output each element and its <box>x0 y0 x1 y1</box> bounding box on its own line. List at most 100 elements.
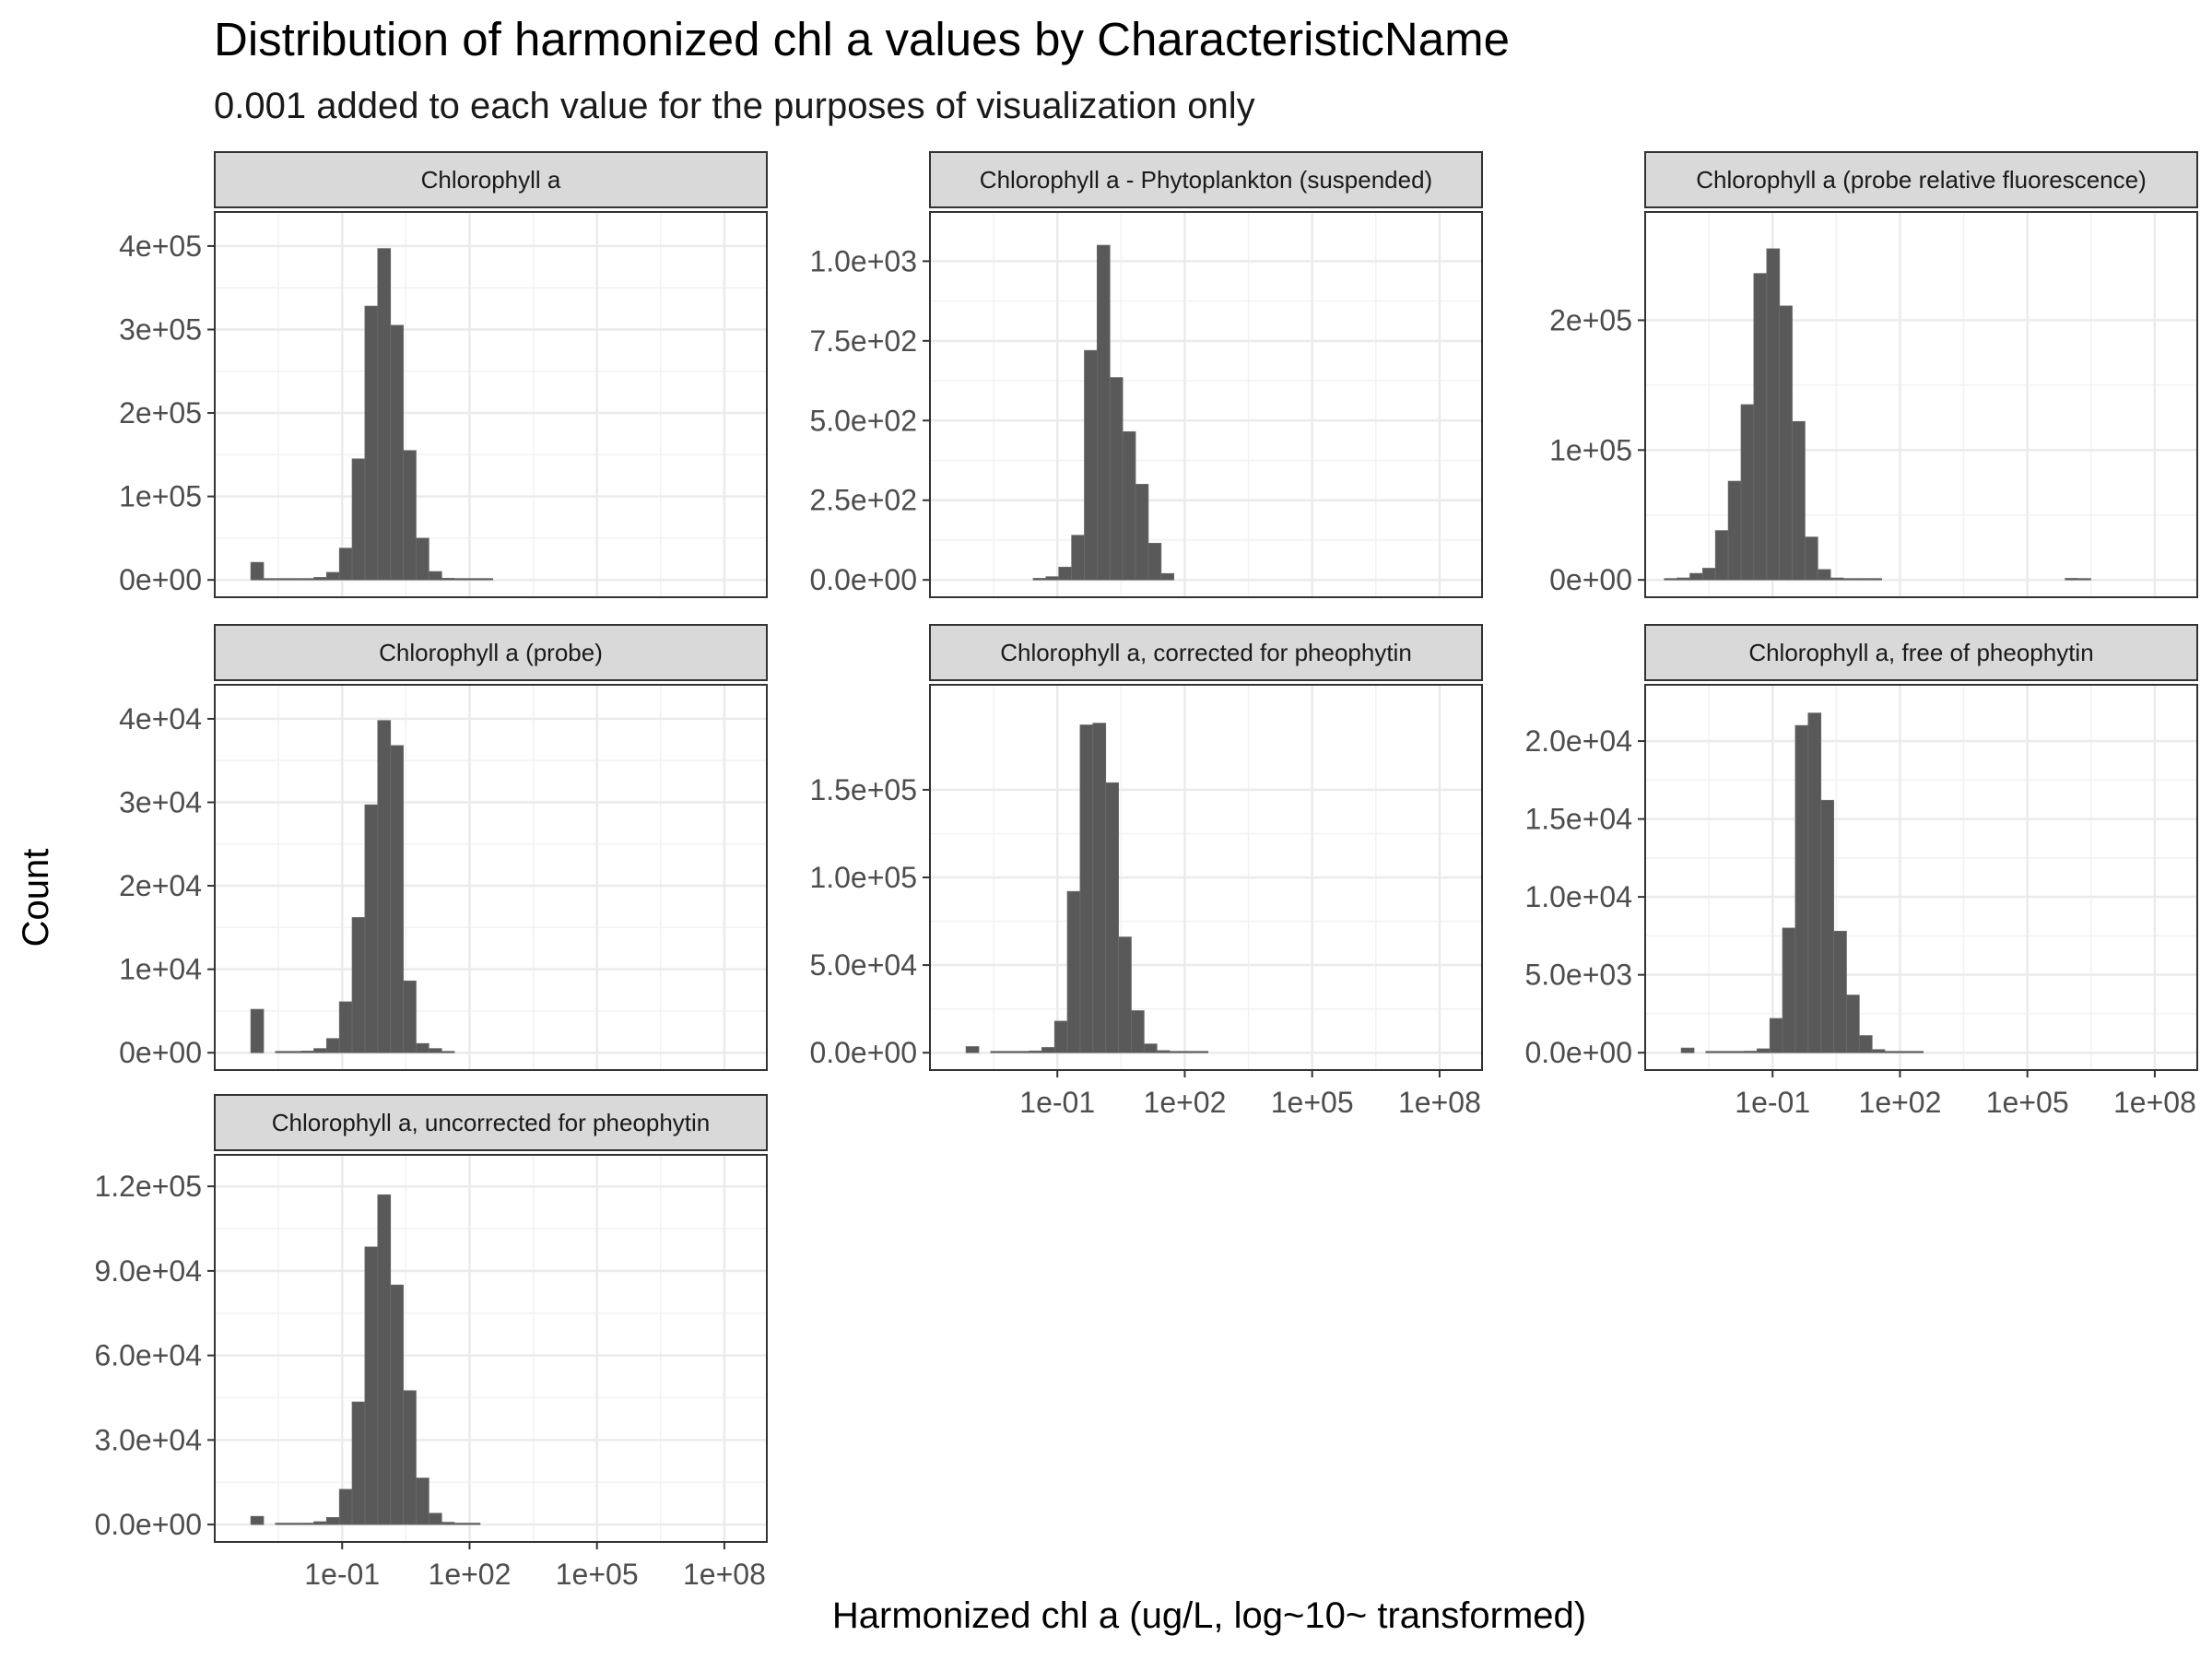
histogram-bar <box>1156 1050 1171 1053</box>
x-tick-label: 1e-01 <box>1019 1086 1095 1119</box>
histogram-bar <box>1084 349 1098 581</box>
y-tick-label: 0e+00 <box>119 563 202 596</box>
y-tick-label: 3e+05 <box>119 312 202 346</box>
histogram-bar <box>325 571 340 581</box>
histogram-bar <box>351 458 366 581</box>
y-tick-label: 9.0e+04 <box>94 1254 202 1288</box>
y-tick-label: 2e+05 <box>119 396 202 429</box>
histogram-bar <box>1718 1051 1732 1053</box>
histogram-bar <box>1071 535 1085 581</box>
histogram-bar <box>1756 1048 1771 1053</box>
y-tick-label: 0.0e+00 <box>94 1508 202 1541</box>
facet-strip-label: Chlorophyll a, free of pheophytin <box>1748 639 2093 666</box>
histogram-bar <box>1135 484 1149 581</box>
histogram-bar <box>990 1051 1005 1053</box>
histogram-bar <box>1769 1018 1783 1053</box>
facet-strip-label: Chlorophyll a (probe relative fluorescen… <box>1696 166 2146 194</box>
y-tick-label: 2.5e+02 <box>809 484 917 517</box>
histogram-bar <box>1858 1035 1873 1053</box>
histogram-bar <box>1779 305 1793 581</box>
histogram-bar <box>1868 578 1882 581</box>
facet-panel: Chlorophyll a, free of pheophytin 0.0e+00… <box>1524 624 2198 1119</box>
x-tick-label: 1e+08 <box>2113 1086 2196 1119</box>
histogram-bar <box>428 1048 442 1053</box>
facet-strip <box>929 151 1483 208</box>
histogram-bar <box>325 1038 340 1053</box>
histogram-bar <box>313 1048 327 1053</box>
histogram-bar <box>2065 578 2079 581</box>
histogram-bar <box>1016 1051 1030 1053</box>
histogram-bar <box>1753 273 1768 581</box>
histogram-bar <box>300 578 314 581</box>
facet-strip-label: Chlorophyll a (probe) <box>379 639 603 666</box>
facet-strip-label: Chlorophyll a <box>421 166 561 194</box>
histogram-bar <box>428 1512 442 1525</box>
histogram-bar <box>288 1051 301 1053</box>
y-tick-label: 0e+00 <box>1549 563 1632 596</box>
histogram-bar <box>1842 578 1857 581</box>
histogram-bar <box>1830 577 1844 581</box>
histogram-bar <box>390 1284 405 1525</box>
histogram-bar <box>1705 1051 1720 1053</box>
y-tick-label: 5.0e+04 <box>809 948 917 982</box>
x-tick-label: 1e+02 <box>1859 1086 1942 1119</box>
x-tick-label: 1e+05 <box>1986 1086 2069 1119</box>
histogram-bar <box>1817 569 1831 581</box>
panel-border <box>214 211 768 598</box>
x-tick-label: 1e-01 <box>1735 1086 1810 1119</box>
facet-strip-label: Chlorophyll a - Phytoplankton (suspended… <box>980 166 1432 194</box>
facet-strip <box>214 1094 768 1151</box>
histogram-bar <box>1029 1050 1042 1053</box>
histogram-bar <box>1118 936 1132 1053</box>
facet-panel: Chlorophyll a (probe) 0e+00 1e+04 2e+04 3e+0… <box>119 624 768 1071</box>
histogram-bar <box>313 1521 327 1525</box>
y-tick-label: 1e+04 <box>119 953 202 986</box>
x-tick-label: 1e-01 <box>304 1558 380 1591</box>
histogram-bar <box>390 324 405 581</box>
histogram-bar <box>441 1051 455 1053</box>
histogram-bar <box>1897 1051 1912 1053</box>
histogram-bar <box>275 1051 289 1053</box>
histogram-bar <box>1714 530 1729 581</box>
facet-panel: Chlorophyll a, uncorrected for pheophyti… <box>94 1094 768 1591</box>
histogram-bar <box>377 1194 392 1525</box>
facet-panel: Chlorophyll a - Phytoplankton (suspended… <box>809 151 1483 598</box>
panel-background <box>215 1155 767 1542</box>
histogram-bar <box>1855 578 1870 581</box>
histogram-bar <box>1109 377 1124 581</box>
histogram-bar <box>1169 1051 1183 1053</box>
histogram-bar <box>453 1523 468 1525</box>
panel-border <box>1644 211 2198 598</box>
histogram-bar <box>390 745 405 1053</box>
histogram-bar <box>377 720 392 1053</box>
histogram-bar <box>300 1050 314 1053</box>
histogram-bar <box>288 578 301 581</box>
histogram-bar <box>1160 572 1175 581</box>
histogram-bar <box>1032 578 1047 581</box>
facet-panel: Chlorophyll a 0e+00 1e+05 2e+05 3e+05 4e+05 <box>119 151 768 598</box>
histogram-bar <box>1740 404 1755 581</box>
histogram-bar <box>1143 1043 1158 1053</box>
histogram-bar <box>1680 1047 1695 1053</box>
histogram-bar <box>1744 1051 1758 1053</box>
histogram-bar <box>364 305 379 581</box>
histogram-bar <box>1122 430 1136 581</box>
histogram-bar <box>441 1522 455 1525</box>
histogram-bar <box>1079 724 1094 1053</box>
chart-subtitle: 0.001 added to each value for the purpos… <box>214 86 1255 126</box>
histogram-bar <box>250 1515 265 1525</box>
y-tick-label: 2.0e+04 <box>1524 724 1632 758</box>
histogram-bar <box>325 1517 340 1525</box>
x-tick-label: 1e+05 <box>1271 1086 1354 1119</box>
histogram-bar <box>416 1477 429 1525</box>
histogram-bar <box>1058 566 1073 581</box>
y-tick-label: 0e+00 <box>119 1036 202 1069</box>
facet-strip <box>214 151 768 208</box>
histogram-bar <box>1664 578 1678 581</box>
x-axis-title: Harmonized chl a (ug/L, log~10~ transfor… <box>832 1595 1586 1636</box>
histogram-bar <box>1846 994 1860 1053</box>
y-tick-label: 0.0e+00 <box>1524 1036 1632 1069</box>
histogram-bar <box>262 578 276 581</box>
histogram-bar <box>275 1523 289 1525</box>
histogram-bar <box>2077 578 2091 581</box>
